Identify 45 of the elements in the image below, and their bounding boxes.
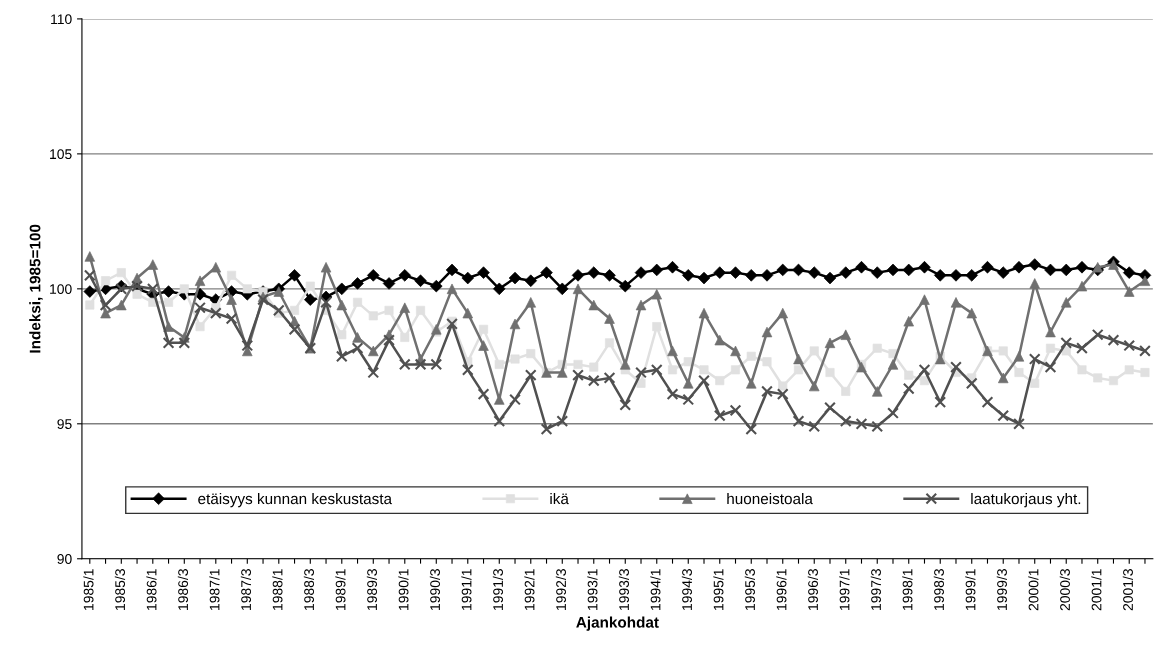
x-tick-label: 2000/3 xyxy=(1059,569,1070,611)
x-tick-label: 1991/1 xyxy=(461,569,472,610)
y-tick-label: 100 xyxy=(50,284,72,295)
y-tick-label: 95 xyxy=(57,419,72,429)
y-tick-label: 90 xyxy=(57,554,72,564)
x-tick-label: 1989/1 xyxy=(335,569,346,610)
x-tick-label: 1997/3 xyxy=(870,569,881,610)
x-axis-title: Ajankohdat xyxy=(576,616,659,631)
x-tick-label: 1994/1 xyxy=(650,569,661,610)
x-tick-label: 1988/1 xyxy=(272,569,283,610)
legend-label: huoneistoala xyxy=(727,492,813,505)
x-tick-label: 1989/3 xyxy=(366,569,378,610)
x-tick-label: 1985/1 xyxy=(83,569,94,610)
x-tick-label: 1987/1 xyxy=(209,569,220,610)
y-tick-label: 110 xyxy=(51,14,72,25)
legend-label: laatukorjaus yht. xyxy=(971,492,1081,508)
y-axis-title: Indeksi, 1985=100 xyxy=(29,224,43,353)
x-tick-label: 2001/1 xyxy=(1091,569,1102,611)
x-tick-label: 1995/3 xyxy=(744,569,755,610)
x-tick-label: 1992/3 xyxy=(555,569,566,610)
x-tick-label: 1990/1 xyxy=(398,569,409,610)
x-tick-label: 1993/1 xyxy=(587,569,598,610)
x-tick-label: 1995/1 xyxy=(713,569,724,610)
x-tick-label: 1994/3 xyxy=(681,569,692,610)
x-tick-label: 1997/1 xyxy=(839,569,850,610)
x-tick-label: 1999/1 xyxy=(965,569,976,610)
x-tick-label: 1996/1 xyxy=(776,569,787,610)
x-tick-label: 2000/1 xyxy=(1028,569,1039,611)
x-tick-label: 1986/1 xyxy=(146,569,157,610)
x-tick-label: 1985/3 xyxy=(114,569,126,610)
x-tick-label: 1987/3 xyxy=(240,569,252,610)
legend-label: etäisyys kunnan keskustasta xyxy=(198,492,393,508)
legend-label: ikä xyxy=(550,492,569,505)
x-tick-label: 1990/3 xyxy=(429,569,441,610)
x-tick-label: 1992/1 xyxy=(524,569,535,610)
x-tick-label: 1988/3 xyxy=(303,569,315,610)
x-tick-label: 2001/3 xyxy=(1122,569,1133,611)
x-tick-label: 1986/3 xyxy=(177,569,189,610)
x-tick-label: 1991/3 xyxy=(492,569,503,610)
x-tick-label: 1996/3 xyxy=(807,569,818,610)
x-tick-label: 1999/3 xyxy=(996,569,1007,610)
x-tick-label: 1998/3 xyxy=(933,569,944,610)
x-tick-label: 1998/1 xyxy=(902,569,913,610)
x-tick-label: 1993/3 xyxy=(618,569,629,610)
y-tick-label: 105 xyxy=(50,149,72,160)
